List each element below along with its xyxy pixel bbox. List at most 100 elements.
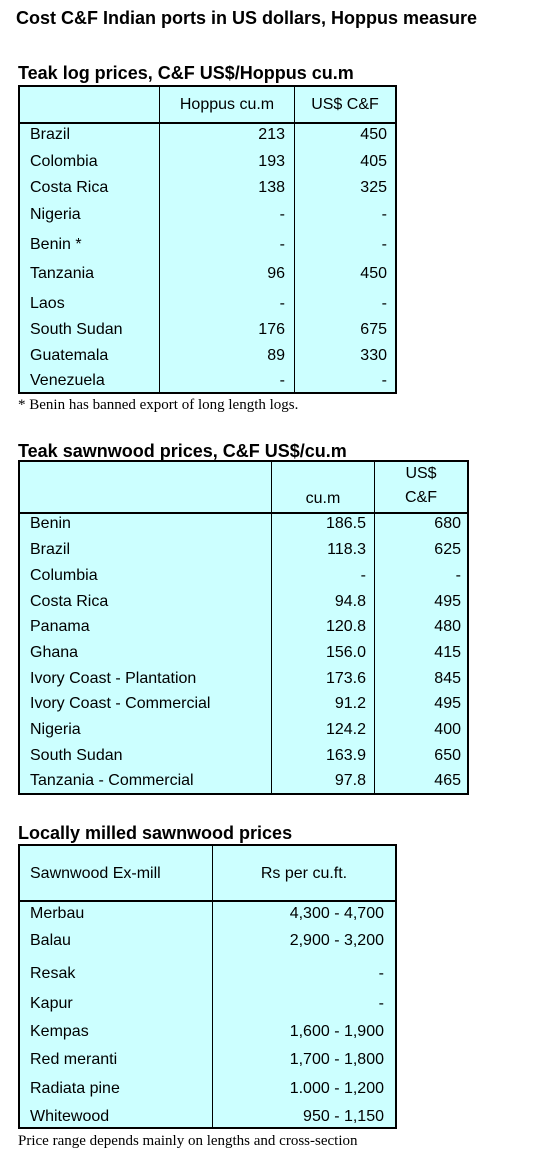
table-row-cum: 186.5 bbox=[325, 515, 366, 532]
table-row-price: - bbox=[378, 995, 384, 1012]
table-row-price: 1,600 - 1,900 bbox=[289, 1023, 384, 1040]
table-row-country: Nigeria bbox=[30, 721, 81, 738]
header-usd: US$ C&F bbox=[311, 96, 379, 113]
table-row-usd: 625 bbox=[434, 541, 461, 558]
table-row-hoppus: 176 bbox=[258, 321, 285, 338]
table-row-usd: 405 bbox=[360, 153, 387, 170]
table-row-usd: 450 bbox=[360, 126, 387, 143]
table-row-hoppus: 138 bbox=[258, 179, 285, 196]
page-title: Cost C&F Indian ports in US dollars, Hop… bbox=[16, 8, 478, 28]
header-usd-line2: C&F bbox=[405, 489, 437, 506]
table-row-country: Ivory Coast - Commercial bbox=[30, 695, 211, 712]
table-row-price: 2,900 - 3,200 bbox=[289, 932, 384, 949]
table-row-species: Resak bbox=[30, 965, 76, 982]
table-row-hoppus: - bbox=[279, 236, 285, 253]
table-row-country: Benin bbox=[30, 515, 71, 532]
table-row-country: Brazil bbox=[30, 126, 71, 143]
table-row-country: Nigeria bbox=[30, 206, 81, 223]
table-row-country: Ghana bbox=[30, 644, 79, 661]
table-row-species: Radiata pine bbox=[30, 1080, 120, 1097]
table-row-country: South Sudan bbox=[30, 747, 123, 764]
table-row-usd: - bbox=[455, 567, 461, 584]
table-row-price: 1.000 - 1,200 bbox=[289, 1080, 384, 1097]
table-row-price: 950 - 1,150 bbox=[303, 1108, 384, 1125]
table-row-hoppus: 89 bbox=[267, 347, 285, 364]
table-row-cum: - bbox=[360, 567, 366, 584]
table-row-country: Tanzania bbox=[30, 265, 95, 282]
column-divider bbox=[374, 462, 375, 793]
table-row-price: 1,700 - 1,800 bbox=[289, 1051, 384, 1068]
table-row-country: Guatemala bbox=[30, 347, 109, 364]
table-row-hoppus: 96 bbox=[267, 265, 285, 282]
column-divider bbox=[271, 462, 272, 793]
table-row-usd: - bbox=[381, 295, 387, 312]
teak-log-note: * Benin has banned export of long length… bbox=[18, 397, 299, 413]
table-row-cum: 173.6 bbox=[325, 670, 366, 687]
table-row-cum: 163.9 bbox=[325, 747, 366, 764]
table-row-hoppus: - bbox=[279, 295, 285, 312]
table-row-country: Brazil bbox=[30, 541, 71, 558]
header-hoppus: Hoppus cu.m bbox=[179, 96, 275, 113]
teak-log-title: Teak log prices, C&F US$/Hoppus cu.m bbox=[18, 63, 354, 83]
table-row-cum: 120.8 bbox=[325, 618, 366, 635]
table-row-price: 4,300 - 4,700 bbox=[289, 905, 384, 922]
table-row-country: Laos bbox=[30, 295, 65, 312]
table-row-hoppus: 213 bbox=[258, 126, 285, 143]
teak-sawn-header-row bbox=[20, 462, 467, 514]
table-row-hoppus: - bbox=[279, 206, 285, 223]
table-row-usd: 495 bbox=[434, 593, 461, 610]
table-row-country: Costa Rica bbox=[30, 593, 109, 610]
table-row-cum: 118.3 bbox=[327, 541, 366, 558]
table-row-species: Balau bbox=[30, 932, 71, 949]
local-note: Price range depends mainly on lengths an… bbox=[18, 1133, 358, 1149]
teak-sawn-title: Teak sawnwood prices, C&F US$/cu.m bbox=[18, 441, 347, 461]
table-row-usd: 400 bbox=[434, 721, 461, 738]
table-row-usd: 675 bbox=[360, 321, 387, 338]
table-row-cum: 156.0 bbox=[325, 644, 366, 661]
table-row-usd: 465 bbox=[434, 772, 461, 789]
table-row-country: Costa Rica bbox=[30, 179, 109, 196]
table-row-country: Ivory Coast - Plantation bbox=[30, 670, 197, 687]
table-row-usd: 325 bbox=[360, 179, 387, 196]
teak-log-table: Hoppus cu.m US$ C&F Brazil 213 450 Colombia… bbox=[18, 85, 397, 394]
local-header-row bbox=[20, 846, 395, 902]
teak-sawn-table: cu.m US$ C&F Benin 186.5 680 Brazil 118.3 625… bbox=[18, 460, 469, 795]
table-row-cum: 97.8 bbox=[334, 772, 366, 789]
table-row-country: Colombia bbox=[30, 153, 98, 170]
table-row-usd: 450 bbox=[360, 265, 387, 282]
table-row-species: Merbau bbox=[30, 905, 85, 922]
table-row-cum: 91.2 bbox=[334, 695, 366, 712]
column-divider bbox=[294, 87, 295, 392]
table-row-cum: 94.8 bbox=[334, 593, 366, 610]
table-row-species: Kempas bbox=[30, 1023, 89, 1040]
table-row-usd: - bbox=[381, 206, 387, 223]
table-row-country: Panama bbox=[30, 618, 90, 635]
local-table: Sawnwood Ex-mill Rs per cu.ft. Merbau 4,3… bbox=[18, 844, 397, 1129]
table-row-usd: - bbox=[381, 236, 387, 253]
table-row-usd: 680 bbox=[434, 515, 461, 532]
table-row-usd: 845 bbox=[434, 670, 461, 687]
header-species: Sawnwood Ex-mill bbox=[30, 865, 161, 882]
table-row-hoppus: - bbox=[279, 372, 285, 389]
header-cum: cu.m bbox=[305, 490, 341, 507]
table-row-species: Red meranti bbox=[30, 1051, 118, 1068]
table-row-hoppus: 193 bbox=[258, 153, 285, 170]
table-row-usd: 480 bbox=[434, 618, 461, 635]
table-row-country: Benin * bbox=[30, 236, 82, 253]
table-row-country: Tanzania - Commercial bbox=[30, 772, 194, 789]
table-row-usd: 650 bbox=[434, 747, 461, 764]
table-row-country: Columbia bbox=[30, 567, 98, 584]
header-price: Rs per cu.ft. bbox=[260, 865, 348, 882]
column-divider bbox=[159, 87, 160, 392]
table-row-country: South Sudan bbox=[30, 321, 123, 338]
column-divider bbox=[212, 846, 213, 1127]
table-row-country: Venezuela bbox=[30, 372, 105, 389]
table-row-usd: - bbox=[381, 372, 387, 389]
table-row-usd: 415 bbox=[434, 644, 461, 661]
table-row-species: Whitewood bbox=[30, 1108, 110, 1125]
table-row-cum: 124.2 bbox=[325, 721, 366, 738]
table-row-species: Kapur bbox=[30, 995, 73, 1012]
table-row-usd: 330 bbox=[360, 347, 387, 364]
teak-log-header-row bbox=[20, 87, 395, 124]
header-usd-line1: US$ bbox=[405, 465, 437, 482]
